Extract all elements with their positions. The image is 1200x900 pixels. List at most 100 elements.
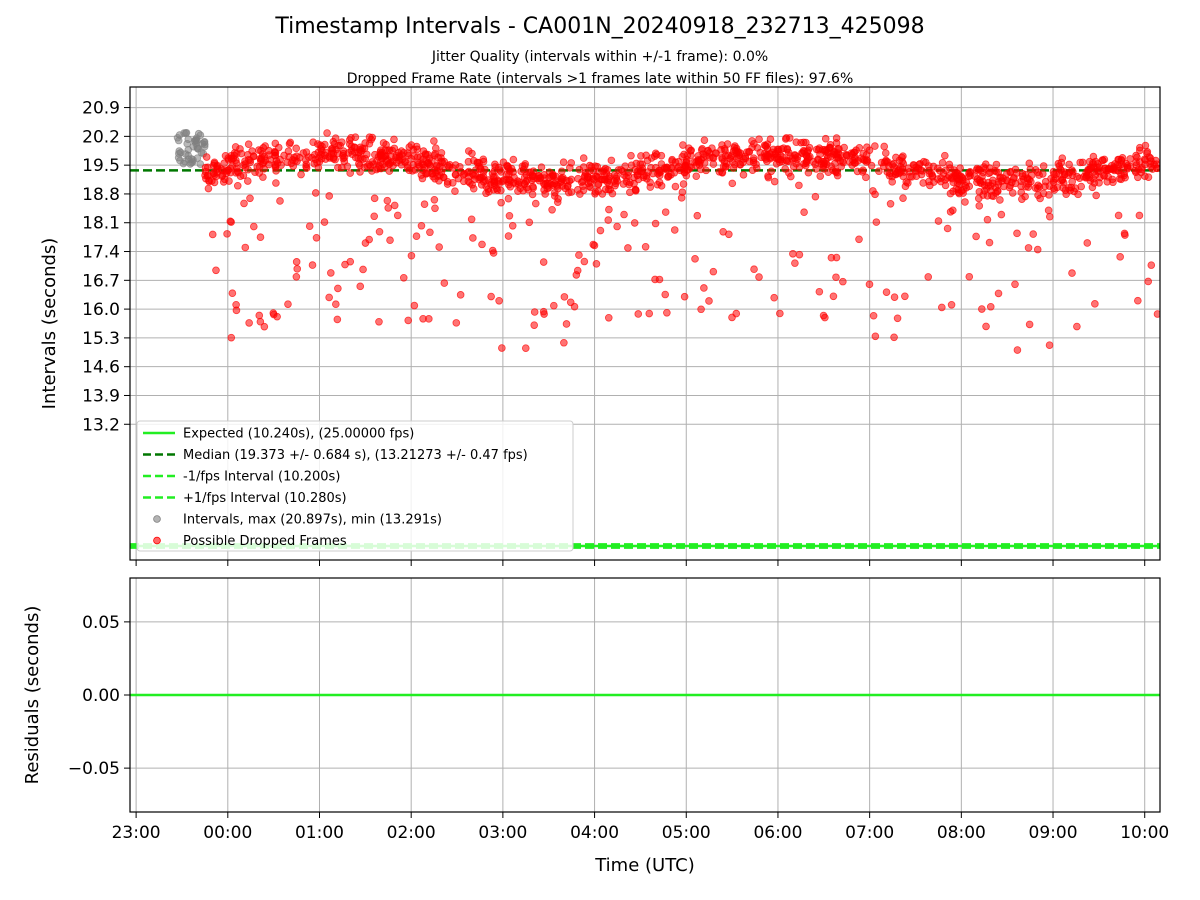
data-point <box>1029 230 1038 238</box>
data-point <box>886 200 895 208</box>
data-point <box>607 156 616 165</box>
data-point <box>732 309 741 318</box>
data-point <box>1153 310 1160 318</box>
y-tick-label: 18.1 <box>82 214 120 234</box>
x-tick-label: 01:00 <box>295 823 344 843</box>
data-point <box>674 157 683 166</box>
data-point <box>829 292 838 301</box>
data-point <box>271 162 280 170</box>
data-point <box>1045 341 1054 349</box>
data-point <box>975 202 984 210</box>
data-point <box>579 154 588 162</box>
data-point <box>1132 158 1140 167</box>
y-tick-label: 19.5 <box>82 156 120 176</box>
data-point <box>325 293 333 302</box>
data-point <box>437 154 445 162</box>
data-point <box>320 218 329 226</box>
data-point <box>308 261 317 269</box>
data-point <box>843 151 851 160</box>
y-tick-label: 17.4 <box>82 243 120 263</box>
data-point <box>697 146 706 154</box>
data-point <box>411 166 420 174</box>
data-point <box>691 255 699 263</box>
data-point <box>697 305 705 314</box>
data-point <box>1085 157 1094 166</box>
data-point <box>312 233 321 242</box>
data-point <box>407 141 416 149</box>
data-point <box>992 160 1001 169</box>
data-point <box>451 187 459 196</box>
data-point <box>600 166 608 174</box>
data-point <box>1027 177 1035 186</box>
data-point <box>219 178 228 186</box>
data-point <box>1039 162 1048 170</box>
data-point <box>741 154 750 163</box>
data-point <box>210 178 219 187</box>
residuals-y-axis-label: Residuals (seconds) <box>22 606 43 785</box>
data-point <box>385 160 394 168</box>
data-point <box>947 300 956 309</box>
y-tick-label: 20.9 <box>82 99 120 119</box>
data-point <box>456 162 464 171</box>
data-point <box>529 182 537 191</box>
data-point <box>1031 184 1040 192</box>
data-point <box>196 131 205 139</box>
data-point <box>575 165 584 174</box>
data-point <box>934 217 943 225</box>
data-point <box>770 293 778 302</box>
data-point <box>334 141 343 150</box>
chart-subtitle-dropped: Dropped Frame Rate (intervals >1 frames … <box>346 71 854 87</box>
data-point <box>495 296 503 305</box>
y-tick-label: −0.05 <box>68 759 120 779</box>
data-point <box>492 184 501 193</box>
data-point <box>1144 173 1153 181</box>
data-point <box>370 212 379 221</box>
data-point <box>804 168 813 177</box>
data-point <box>417 221 426 230</box>
data-point <box>938 303 946 312</box>
y-tick-label: 13.9 <box>82 386 120 406</box>
data-point <box>906 172 914 181</box>
data-point <box>898 153 906 162</box>
data-point <box>795 181 803 190</box>
chart-subtitle-jitter: Jitter Quality (intervals within +/-1 fr… <box>431 49 769 65</box>
data-point <box>241 243 250 252</box>
data-point <box>272 179 280 187</box>
data-point <box>410 301 419 310</box>
data-point <box>718 168 726 176</box>
data-point <box>518 162 527 171</box>
data-point <box>708 153 717 162</box>
data-point <box>1069 167 1077 176</box>
data-point <box>212 266 220 275</box>
data-point <box>839 277 847 286</box>
data-point <box>1095 179 1103 187</box>
data-point <box>1027 171 1036 180</box>
data-point <box>1058 175 1067 184</box>
data-point <box>359 265 367 274</box>
data-point <box>508 222 517 230</box>
data-point <box>882 288 891 296</box>
data-point <box>404 316 413 325</box>
data-point <box>785 169 793 177</box>
data-point <box>975 187 984 196</box>
data-point <box>956 164 964 172</box>
data-point <box>680 292 689 301</box>
y-axis-label: Intervals (seconds) <box>39 238 60 410</box>
data-point <box>1077 182 1086 191</box>
data-point <box>325 152 333 161</box>
data-point <box>603 178 612 187</box>
data-point <box>983 215 992 224</box>
data-point <box>1036 194 1044 203</box>
data-point <box>497 198 505 207</box>
data-point <box>893 314 902 323</box>
data-point <box>265 146 273 155</box>
data-point <box>764 173 773 182</box>
data-point <box>256 233 265 242</box>
data-point <box>309 138 317 147</box>
data-point <box>229 154 238 163</box>
legend-marker <box>153 536 161 545</box>
data-point <box>184 151 193 160</box>
data-point <box>183 139 191 148</box>
data-point <box>693 211 702 220</box>
data-point <box>941 181 950 190</box>
